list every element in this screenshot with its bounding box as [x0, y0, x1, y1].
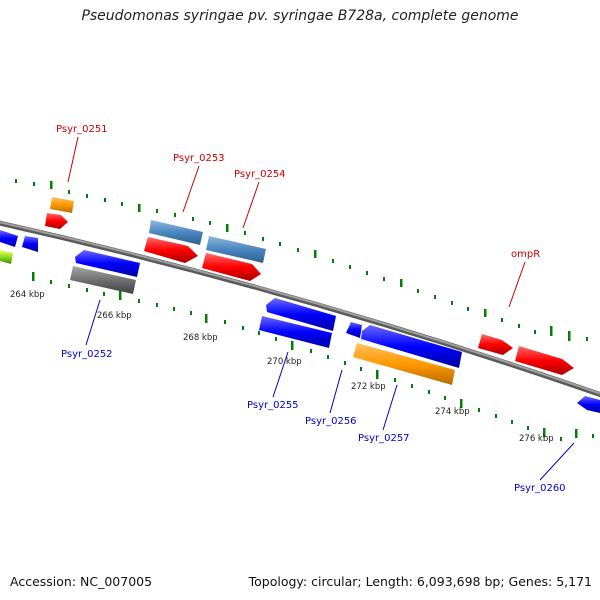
scale-label-274: 274 kbp — [435, 407, 470, 417]
gene-steel-0253 — [149, 220, 203, 245]
gene-features — [0, 197, 600, 413]
scale-label-268: 268 kbp — [183, 333, 218, 343]
scale-label-276: 276 kbp — [519, 434, 554, 444]
gene-green-partial — [0, 250, 13, 264]
gene-blue-0255b — [259, 316, 332, 348]
map-title: Pseudomonas syringae pv. syringae B728a,… — [81, 8, 519, 24]
gene-label-psyr0257[interactable]: Psyr_0257 — [358, 433, 410, 444]
gene-label-ompr[interactable]: ompR — [511, 249, 540, 260]
topology-text: Topology: circular; Length: 6,093,698 bp… — [248, 574, 592, 589]
gene-label-psyr0251[interactable]: Psyr_0251 — [56, 124, 108, 135]
gene-label-psyr0256[interactable]: Psyr_0256 — [305, 416, 357, 427]
gene-label-psyr0260[interactable]: Psyr_0260 — [514, 483, 566, 494]
gene-label-psyr0253[interactable]: Psyr_0253 — [173, 153, 225, 164]
gene-red-ompr-a — [478, 334, 513, 355]
accession-text: Accession: NC_007005 — [10, 574, 153, 589]
gene-label-psyr0255[interactable]: Psyr_0255 — [247, 400, 299, 411]
label-leaders — [67, 136, 575, 481]
backbone-track — [0, 220, 600, 398]
gene-label-psyr0252[interactable]: Psyr_0252 — [61, 349, 113, 360]
gene-blue-0256 — [346, 322, 362, 338]
scale-label-264: 264 kbp — [10, 290, 45, 300]
gene-steel-0254 — [206, 236, 266, 263]
gene-arrow-left — [22, 236, 38, 252]
scale-label-272: 272 kbp — [351, 382, 386, 392]
scale-label-270: 270 kbp — [267, 357, 302, 367]
gene-label-psyr0254[interactable]: Psyr_0254 — [234, 169, 286, 180]
gene-blue-0252 — [75, 250, 140, 277]
gene-blue-0257 — [361, 325, 462, 368]
gene-gray-0252 — [70, 266, 136, 294]
gene-red-ompr-b — [515, 346, 574, 375]
gene-red-small — [45, 213, 68, 229]
gene-blue-0255a — [266, 298, 336, 331]
scale-label-266: 266 kbp — [97, 311, 132, 321]
gene-partial-left — [0, 230, 18, 247]
upper-tick-ring — [15, 179, 588, 341]
lower-tick-ring — [32, 272, 594, 441]
gene-blue-0260 — [577, 396, 600, 413]
gene-red-0254 — [202, 253, 261, 281]
gene-orange-small — [50, 197, 74, 213]
gene-red-0253 — [144, 237, 198, 263]
gene-orange-0257 — [353, 343, 455, 385]
